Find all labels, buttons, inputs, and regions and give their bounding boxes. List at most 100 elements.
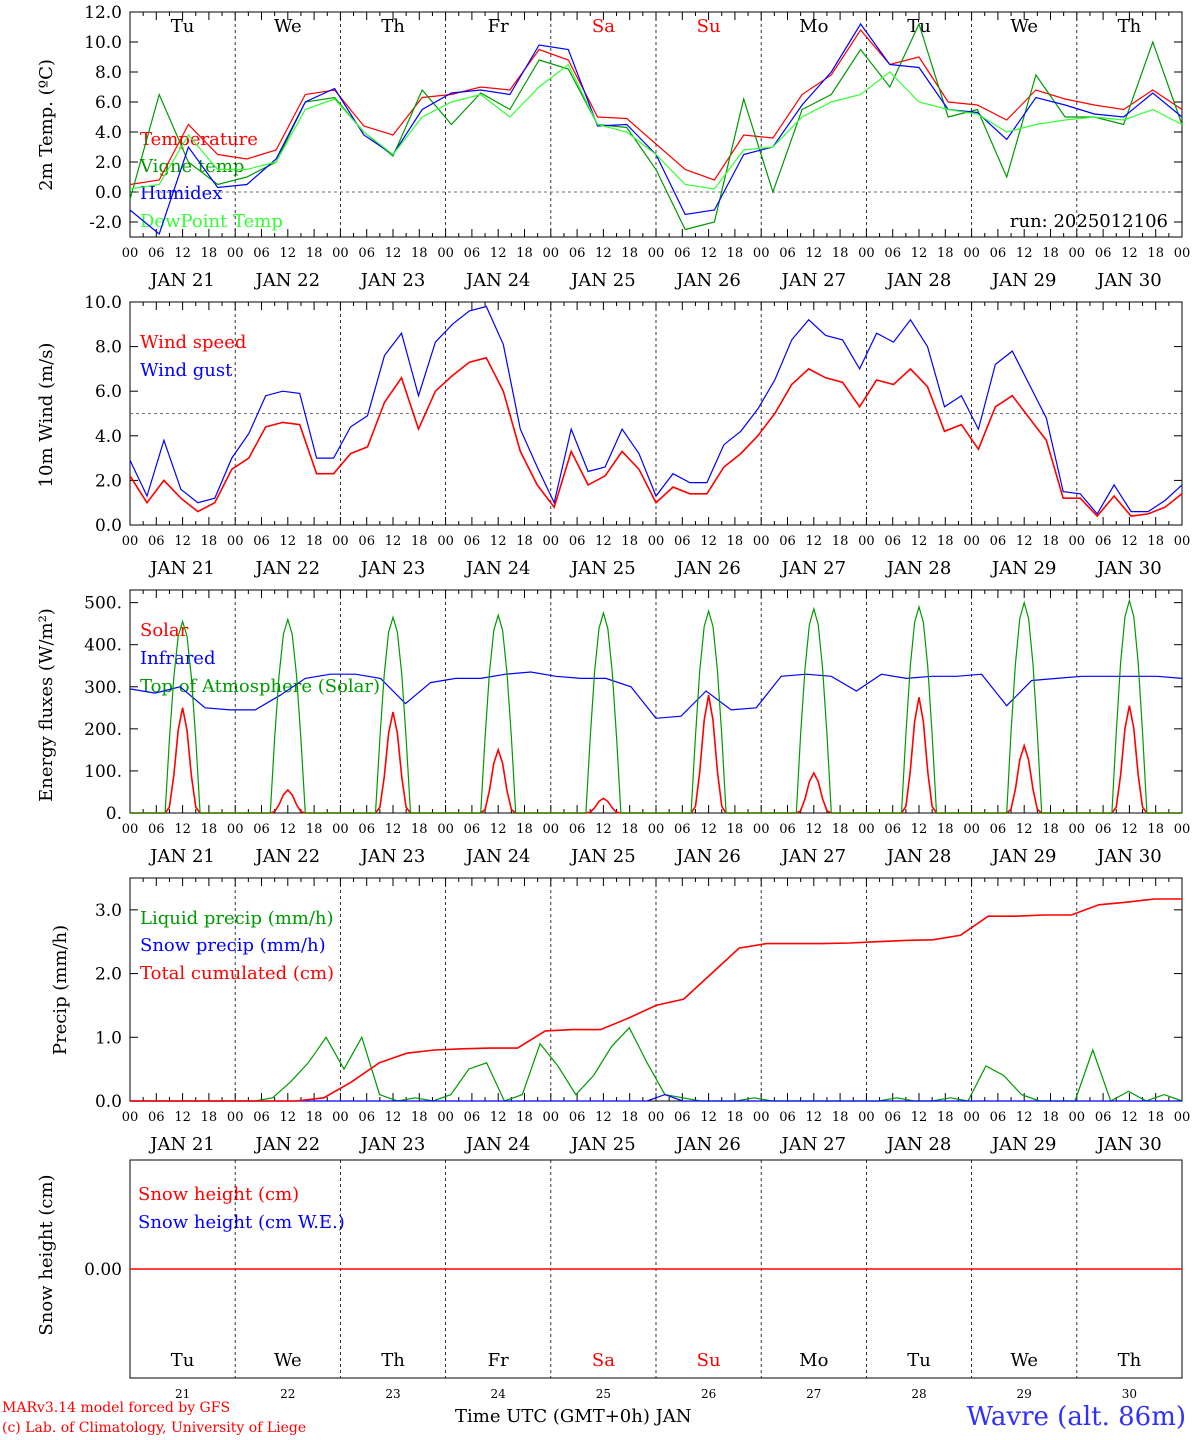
date-label: JAN 23 xyxy=(359,558,426,579)
hour-tick-label: 12 xyxy=(595,1110,612,1125)
date-label: JAN 29 xyxy=(990,558,1057,579)
hour-tick-label: 18 xyxy=(201,246,218,261)
snow-legend-height: Snow height (cm) xyxy=(138,1184,299,1205)
series-line-total-cumulated-cm- xyxy=(130,898,1182,1102)
hour-tick-label: 00 xyxy=(332,246,349,261)
y-tick-label: 4.0 xyxy=(95,123,122,143)
hour-tick-label: 00 xyxy=(227,1110,244,1125)
snow-panel: Snow height (cm) Snow height (cm W.E.) S… xyxy=(36,1159,1183,1401)
hour-tick-label: 00 xyxy=(227,822,244,837)
date-label: JAN 26 xyxy=(674,846,741,867)
hour-tick-label: 12 xyxy=(595,246,612,261)
weekday-label: We xyxy=(1010,16,1038,37)
date-label: JAN 22 xyxy=(254,558,321,579)
y-tick-label: 3.0 xyxy=(95,901,122,921)
date-label: JAN 21 xyxy=(148,558,215,579)
hour-tick-label: 00 xyxy=(753,822,770,837)
hour-tick-label: 18 xyxy=(1042,822,1059,837)
hour-tick-label: 12 xyxy=(806,822,823,837)
hour-tick-label: 18 xyxy=(727,246,744,261)
series-line-top-of-atmosphere-solar- xyxy=(130,598,1182,814)
hour-tick-label: 06 xyxy=(253,822,270,837)
date-label: JAN 21 xyxy=(148,1134,215,1155)
hour-tick-label: 00 xyxy=(1174,534,1191,549)
y-tick-label: 0.0 xyxy=(95,1092,122,1112)
hour-tick-label: 06 xyxy=(884,534,901,549)
date-label: JAN 29 xyxy=(990,1134,1057,1155)
date-label: JAN 27 xyxy=(780,846,847,867)
date-label: JAN 25 xyxy=(569,558,636,579)
hour-tick-label: 18 xyxy=(937,822,954,837)
weekday-label: Fr xyxy=(488,1350,509,1371)
hour-tick-label: 00 xyxy=(963,534,980,549)
y-tick-label: 4.0 xyxy=(95,427,122,447)
series-line-snow-precip-mm-h- xyxy=(130,1093,1182,1102)
hour-tick-label: 18 xyxy=(621,246,638,261)
hour-tick-label: 00 xyxy=(1069,1110,1086,1125)
hour-tick-label: 18 xyxy=(1147,246,1164,261)
hour-tick-label: 06 xyxy=(358,246,375,261)
hour-tick-label: 12 xyxy=(806,1110,823,1125)
hour-tick-label: 12 xyxy=(385,1110,402,1125)
hour-tick-label: 18 xyxy=(411,246,428,261)
date-label: JAN 27 xyxy=(780,1134,847,1155)
hour-tick-label: 12 xyxy=(490,534,507,549)
hour-tick-label: 18 xyxy=(306,1110,323,1125)
date-label: JAN 30 xyxy=(1095,558,1162,579)
hour-tick-label: 12 xyxy=(911,1110,928,1125)
hour-tick-label: 12 xyxy=(280,1110,297,1125)
date-label: JAN 26 xyxy=(674,270,741,291)
date-label: JAN 21 xyxy=(148,270,215,291)
y-tick-label: 6.0 xyxy=(95,93,122,113)
weekday-label: We xyxy=(1010,1350,1038,1371)
hour-tick-label: 12 xyxy=(385,246,402,261)
energy-y-axis-label: Energy fluxes (W/m²) xyxy=(36,608,57,802)
date-label: JAN 28 xyxy=(885,846,952,867)
hour-tick-label: 12 xyxy=(280,246,297,261)
hour-tick-label: 00 xyxy=(963,246,980,261)
hour-tick-label: 06 xyxy=(779,822,796,837)
hour-tick-label: 18 xyxy=(621,822,638,837)
hour-tick-label: 06 xyxy=(674,822,691,837)
weekday-label: Mo xyxy=(799,1350,828,1371)
hour-tick-label: 06 xyxy=(1095,246,1112,261)
hour-tick-label: 18 xyxy=(832,1110,849,1125)
hour-tick-label: 12 xyxy=(385,534,402,549)
weekday-label: Tu xyxy=(171,16,195,37)
weekday-label: Th xyxy=(381,1350,405,1371)
y-tick-label: 500. xyxy=(84,594,122,614)
hour-tick-label: 06 xyxy=(990,246,1007,261)
hour-tick-label: 18 xyxy=(201,1110,218,1125)
hour-tick-label: 12 xyxy=(1016,246,1033,261)
date-label: JAN 24 xyxy=(464,558,531,579)
series-line-dewpoint-temp xyxy=(129,63,1183,190)
date-label: JAN 27 xyxy=(780,270,847,291)
hour-tick-label: 12 xyxy=(174,246,191,261)
date-label: JAN 26 xyxy=(674,1134,741,1155)
hour-tick-label: 18 xyxy=(832,534,849,549)
weekday-label: We xyxy=(274,1350,302,1371)
y-tick-label: 10.0 xyxy=(84,293,122,313)
hour-tick-label: 06 xyxy=(990,534,1007,549)
wind-legend-speed: Wind speed xyxy=(140,332,246,353)
hour-tick-label: 06 xyxy=(1095,1110,1112,1125)
temperature-legend-humidex: Humidex xyxy=(140,183,222,204)
hour-tick-label: 18 xyxy=(621,534,638,549)
hour-tick-label: 12 xyxy=(1121,534,1138,549)
hour-tick-label: 12 xyxy=(806,534,823,549)
day-number-label: 25 xyxy=(596,1387,611,1401)
hour-tick-label: 06 xyxy=(253,246,270,261)
date-label: JAN 28 xyxy=(885,270,952,291)
hour-tick-label: 12 xyxy=(911,534,928,549)
hour-tick-label: 06 xyxy=(464,1110,481,1125)
hour-tick-label: 18 xyxy=(1042,1110,1059,1125)
date-label: JAN 25 xyxy=(569,270,636,291)
hour-tick-label: 18 xyxy=(727,534,744,549)
date-label: JAN 22 xyxy=(254,1134,321,1155)
date-label: JAN 30 xyxy=(1095,270,1162,291)
date-label: JAN 30 xyxy=(1095,1134,1162,1155)
y-tick-label: 6.0 xyxy=(95,382,122,402)
day-number-label: 27 xyxy=(806,1387,821,1401)
hour-tick-label: 12 xyxy=(490,246,507,261)
